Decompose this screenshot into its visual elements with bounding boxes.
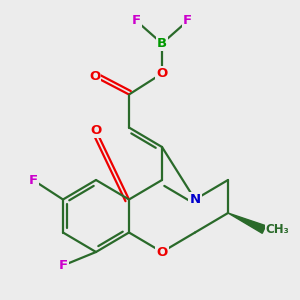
Text: N: N [189, 193, 201, 206]
Text: O: O [89, 70, 100, 83]
Text: O: O [156, 67, 168, 80]
Text: CH₃: CH₃ [266, 223, 289, 236]
Text: F: F [183, 14, 192, 28]
Text: F: F [132, 14, 141, 28]
Text: F: F [28, 173, 38, 187]
Text: O: O [90, 124, 102, 137]
Text: O: O [156, 245, 168, 259]
Polygon shape [228, 213, 266, 233]
Text: B: B [157, 37, 167, 50]
Text: F: F [58, 259, 68, 272]
